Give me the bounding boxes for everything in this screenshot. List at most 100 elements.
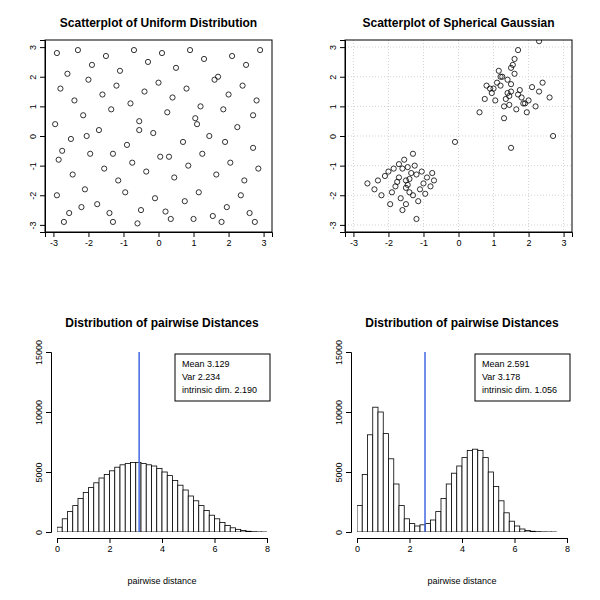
bar	[136, 462, 141, 532]
tick: 2	[407, 538, 412, 554]
tick-label: 4	[460, 544, 465, 554]
tick-mark	[46, 532, 51, 533]
point	[163, 209, 168, 214]
point	[510, 62, 515, 67]
point	[428, 184, 433, 189]
tick-mark	[40, 195, 45, 196]
point	[193, 116, 198, 121]
bar	[194, 501, 199, 532]
bar	[209, 515, 214, 532]
point	[88, 151, 93, 156]
bar	[404, 519, 409, 532]
bar	[241, 531, 246, 532]
grid-line	[345, 136, 572, 137]
point	[524, 110, 529, 115]
point	[407, 176, 412, 181]
tick-mark	[340, 136, 345, 137]
point	[412, 163, 417, 168]
point	[386, 169, 391, 174]
point	[396, 162, 401, 167]
tick: 3	[562, 232, 567, 248]
tick-mark	[46, 412, 51, 413]
bar	[520, 529, 525, 532]
point	[477, 110, 482, 115]
point	[254, 98, 259, 103]
bar	[204, 510, 209, 532]
point	[365, 181, 370, 186]
tick-mark	[88, 232, 89, 237]
tick-mark	[346, 532, 351, 533]
x-axis: -3-2-10123	[46, 232, 273, 248]
point	[503, 96, 508, 101]
point	[424, 175, 429, 180]
tick-mark	[40, 136, 45, 137]
stats-box: Mean 3.129Var 2.234intrinsic dim. 2.190	[175, 354, 270, 401]
bar	[467, 450, 472, 532]
y-axis: -3-2-10123	[328, 41, 346, 233]
point	[228, 160, 233, 165]
tick: 3	[262, 232, 267, 248]
tick-label: -1	[420, 238, 428, 248]
point	[201, 56, 206, 61]
point	[53, 122, 58, 127]
tick: 6	[212, 538, 217, 554]
tick-label: 5000	[34, 462, 44, 482]
point	[498, 83, 503, 88]
point	[414, 172, 419, 177]
point	[431, 178, 436, 183]
point	[247, 210, 252, 215]
grid-line	[563, 40, 564, 232]
point	[402, 157, 407, 162]
tick: -1	[328, 162, 345, 170]
point	[109, 107, 114, 112]
point	[508, 145, 513, 150]
tick: 2	[28, 75, 45, 80]
axis-line	[346, 353, 352, 533]
tick: 10000	[334, 400, 351, 425]
tick: 3	[328, 45, 345, 50]
point	[212, 77, 217, 82]
frame	[45, 40, 272, 232]
panel: Scatterplot of Spherical Gaussian-3-2-10…	[328, 16, 573, 248]
tick: 0	[355, 538, 360, 554]
bar	[410, 524, 415, 532]
bar	[557, 532, 562, 533]
tick-mark	[346, 412, 351, 413]
tick: 10000	[34, 400, 51, 425]
tick-mark	[515, 538, 516, 543]
bar	[362, 474, 367, 532]
bar	[120, 465, 125, 532]
point	[400, 166, 405, 171]
point	[138, 207, 143, 212]
point	[414, 216, 419, 221]
point	[68, 136, 73, 141]
point	[159, 50, 164, 55]
tick-label: 10000	[334, 400, 344, 425]
tick: 2	[527, 232, 532, 248]
bar	[494, 486, 499, 532]
tick-mark	[53, 232, 54, 237]
stats-frame	[175, 354, 270, 401]
point	[186, 163, 191, 168]
point	[137, 119, 142, 124]
bar	[541, 531, 546, 532]
grid	[345, 40, 572, 232]
tick-label: 3	[328, 45, 338, 50]
tick-mark	[215, 538, 216, 543]
tick: -3	[350, 232, 358, 248]
bar	[83, 492, 88, 532]
point	[489, 90, 494, 95]
bar	[462, 458, 467, 532]
grid-line	[345, 47, 572, 48]
mean-line	[138, 352, 140, 532]
x-axis-title: pairwise distance	[127, 576, 196, 586]
tick-label: 0	[156, 238, 161, 248]
bar	[394, 484, 399, 532]
point	[56, 157, 61, 162]
tick: 2	[107, 538, 112, 554]
axis-line	[58, 539, 268, 544]
point	[110, 219, 115, 224]
grid-line	[458, 40, 459, 232]
bar	[199, 506, 204, 532]
point	[221, 107, 226, 112]
